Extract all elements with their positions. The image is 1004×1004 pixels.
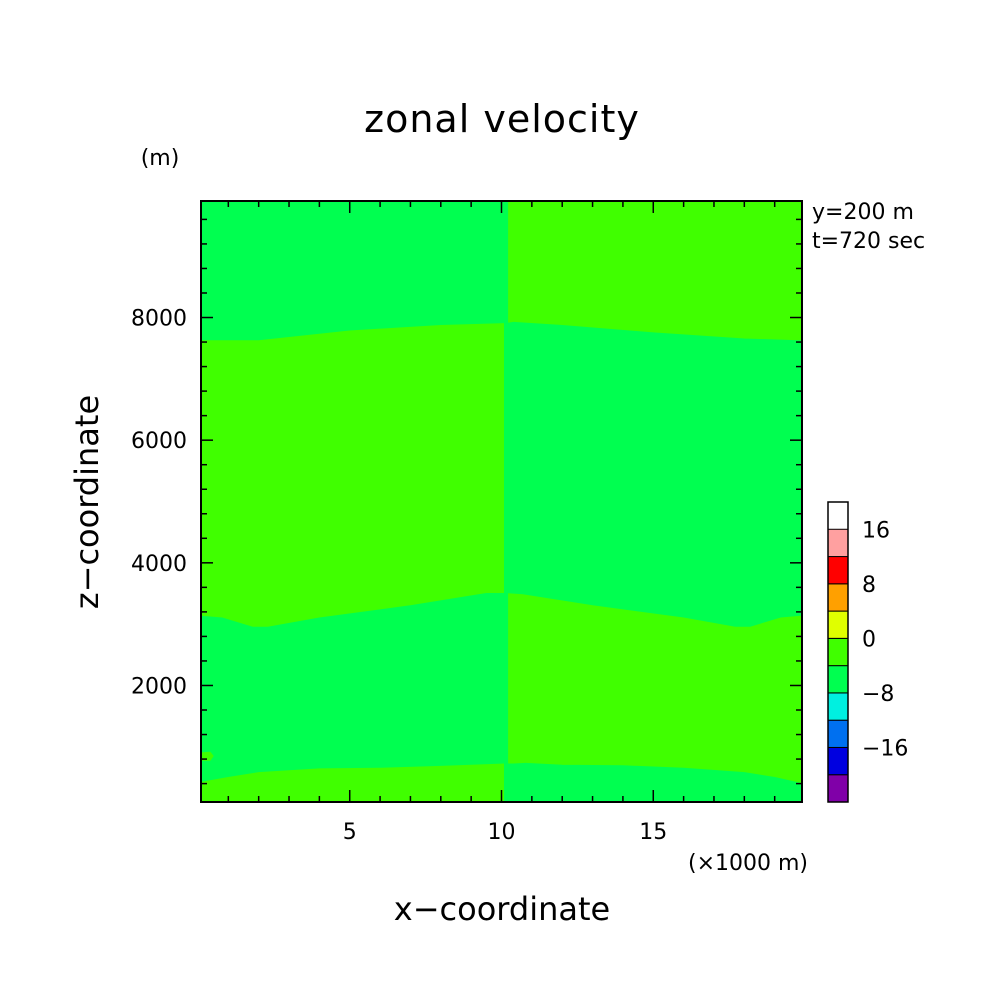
colorbar-swatch — [827, 774, 849, 803]
colorbar-swatch — [827, 665, 849, 694]
chart-title: zonal velocity — [364, 97, 640, 141]
y-unit-label: (m) — [141, 146, 180, 171]
colorbar-swatch — [827, 583, 849, 612]
colorbar-swatch — [827, 556, 849, 585]
y-tick-label: 4000 — [131, 552, 187, 577]
colorbar-tick-label: 8 — [862, 573, 876, 598]
colorbar: 16 8 0 −8 −16 — [827, 501, 908, 803]
x-unit-label: (×1000 m) — [688, 851, 808, 876]
x-tick-label: 15 — [639, 820, 667, 845]
colorbar-tick-label: −16 — [862, 736, 908, 761]
colorbar-swatch — [827, 528, 849, 558]
contour-region-3 — [504, 321, 803, 628]
contour-region-1 — [504, 200, 803, 342]
colorbar-tick-label: 0 — [862, 627, 876, 652]
x-tick-label: 10 — [488, 820, 516, 845]
colorbar-swatch — [827, 637, 849, 667]
colorbar-swatch — [827, 610, 849, 639]
plot-ticks: 5 10 15 2000 4000 6000 8000 — [131, 201, 802, 845]
colorbar-swatch — [827, 746, 849, 776]
colorbar-frame — [827, 501, 849, 803]
contour-region-9 — [504, 200, 509, 803]
y-axis-label: z−coordinate — [68, 395, 106, 609]
x-axis-label: x−coordinate — [394, 890, 610, 928]
y-tick-label: 6000 — [131, 429, 187, 454]
colorbar-tick-label: 16 — [862, 518, 890, 543]
y-tick-label: 8000 — [131, 307, 187, 332]
annotation-time: t=720 sec — [812, 229, 925, 254]
contour-region-0 — [200, 200, 505, 342]
annotation-y-position: y=200 m — [812, 200, 914, 225]
colorbar-swatch — [827, 719, 849, 748]
plot-regions — [200, 200, 803, 803]
y-tick-label: 2000 — [131, 674, 187, 699]
contour-region-2 — [200, 323, 505, 628]
colorbar-swatch — [827, 692, 849, 721]
colorbar-tick-label: −8 — [862, 682, 894, 707]
x-tick-label: 5 — [343, 820, 357, 845]
plot-frame — [200, 200, 803, 803]
